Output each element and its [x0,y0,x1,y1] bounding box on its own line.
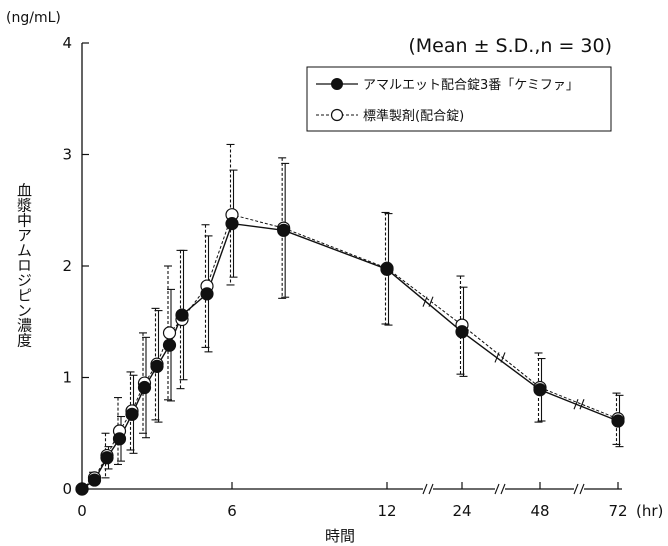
line-break-slash [422,296,428,307]
x-axis-break-gap [574,482,584,496]
line-break-slash [579,399,585,410]
data-point-series-1 [162,338,177,352]
y-tick-label: 4 [62,34,72,52]
y-tick-label: 2 [62,257,72,275]
x-unit-label: (hr) [636,502,663,520]
y-tick-label: 0 [62,480,72,498]
data-point-series-1 [125,407,139,421]
legend-marker-series-1 [331,78,343,90]
series-lines [81,214,619,490]
x-tick-label: 6 [227,502,237,520]
legend-label-series-1: アマルエット配合錠3番「ケミファ」 [363,78,579,93]
x-tick-label: 72 [608,502,627,520]
data-point-series-1 [533,383,547,397]
line-break-slash [500,352,506,363]
line-break-slash [494,352,500,363]
data-point-series-1 [112,432,127,446]
data-point-series-1 [75,482,89,496]
x-axis-break-slash [579,483,585,495]
x-axis-title: 時間 [325,527,355,545]
y-axis-title: 血漿中アムロジピン濃度 [15,183,33,348]
x-axis-break [422,482,434,496]
x-axis-break [573,482,585,496]
x-axis-break [494,482,506,496]
x-axis-break-slash [422,483,428,495]
series-line-1 [81,222,619,490]
data-point-series-2 [162,326,177,340]
x-axis-break-slash [428,483,434,495]
data-points [75,208,625,496]
x-axis-break-slash [500,483,506,495]
data-point-series-1 [455,325,469,339]
series-line-2 [81,214,619,490]
line-break-slash [428,296,434,307]
data-point-series-1 [611,414,625,428]
data-point-series-1 [380,262,394,276]
data-point-series-1 [175,308,189,322]
line-break-mark [494,352,506,363]
legend: アマルエット配合錠3番「ケミファ」 標準製剤(配合錠) [306,66,612,132]
legend-label-series-2: 標準製剤(配合錠) [363,108,464,124]
line-break-slash [573,399,579,410]
x-tick-label: 12 [377,502,396,520]
data-point-series-1 [277,223,291,237]
y-unit-label: (ng/mL) [6,10,61,26]
y-tick-label: 1 [62,369,72,387]
legend-box [306,66,612,132]
line-break-mark [422,296,434,307]
error-bars [89,143,624,484]
x-tick-label: 48 [530,502,549,520]
data-point-series-1 [87,473,102,487]
data-point-series-1 [225,217,239,231]
x-axis-break-slash [494,483,500,495]
legend-marker-series-2 [330,108,344,122]
data-point-series-1 [137,380,152,395]
y-tick-label: 3 [62,146,72,164]
x-axis-break-slash [573,483,579,495]
data-point-series-1 [200,287,214,301]
stat-annotation: (Mean ± S.D.,n = 30) [408,35,612,57]
x-axis-break-gap [495,482,505,496]
line-break-mark [573,399,585,410]
data-point-series-1 [100,451,114,465]
data-point-series-1 [150,359,164,373]
x-tick-label: 0 [77,502,87,520]
x-tick-label: 24 [452,502,471,520]
x-axis-break-gap [423,482,433,496]
